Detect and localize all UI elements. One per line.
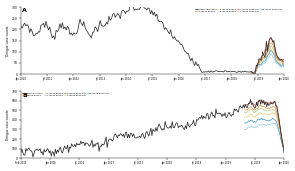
Legend: Observed cases, 1-week ahead, 2-week ahead, 4-week ahead, 1-week ahead RF, 2-wee: Observed cases, 1-week ahead, 2-week ahe… — [22, 92, 110, 96]
Text: A: A — [22, 8, 27, 13]
Text: B: B — [22, 93, 27, 97]
Y-axis label: Dengue case counts: Dengue case counts — [6, 25, 10, 56]
Y-axis label: Dengue case counts: Dengue case counts — [6, 109, 9, 140]
Legend: Observed cases, 1-week ahead, 2-week ahead, 4-week ahead, 1-week ahead RF, 2-wee: Observed cases, 1-week ahead, 2-week ahe… — [195, 8, 283, 12]
